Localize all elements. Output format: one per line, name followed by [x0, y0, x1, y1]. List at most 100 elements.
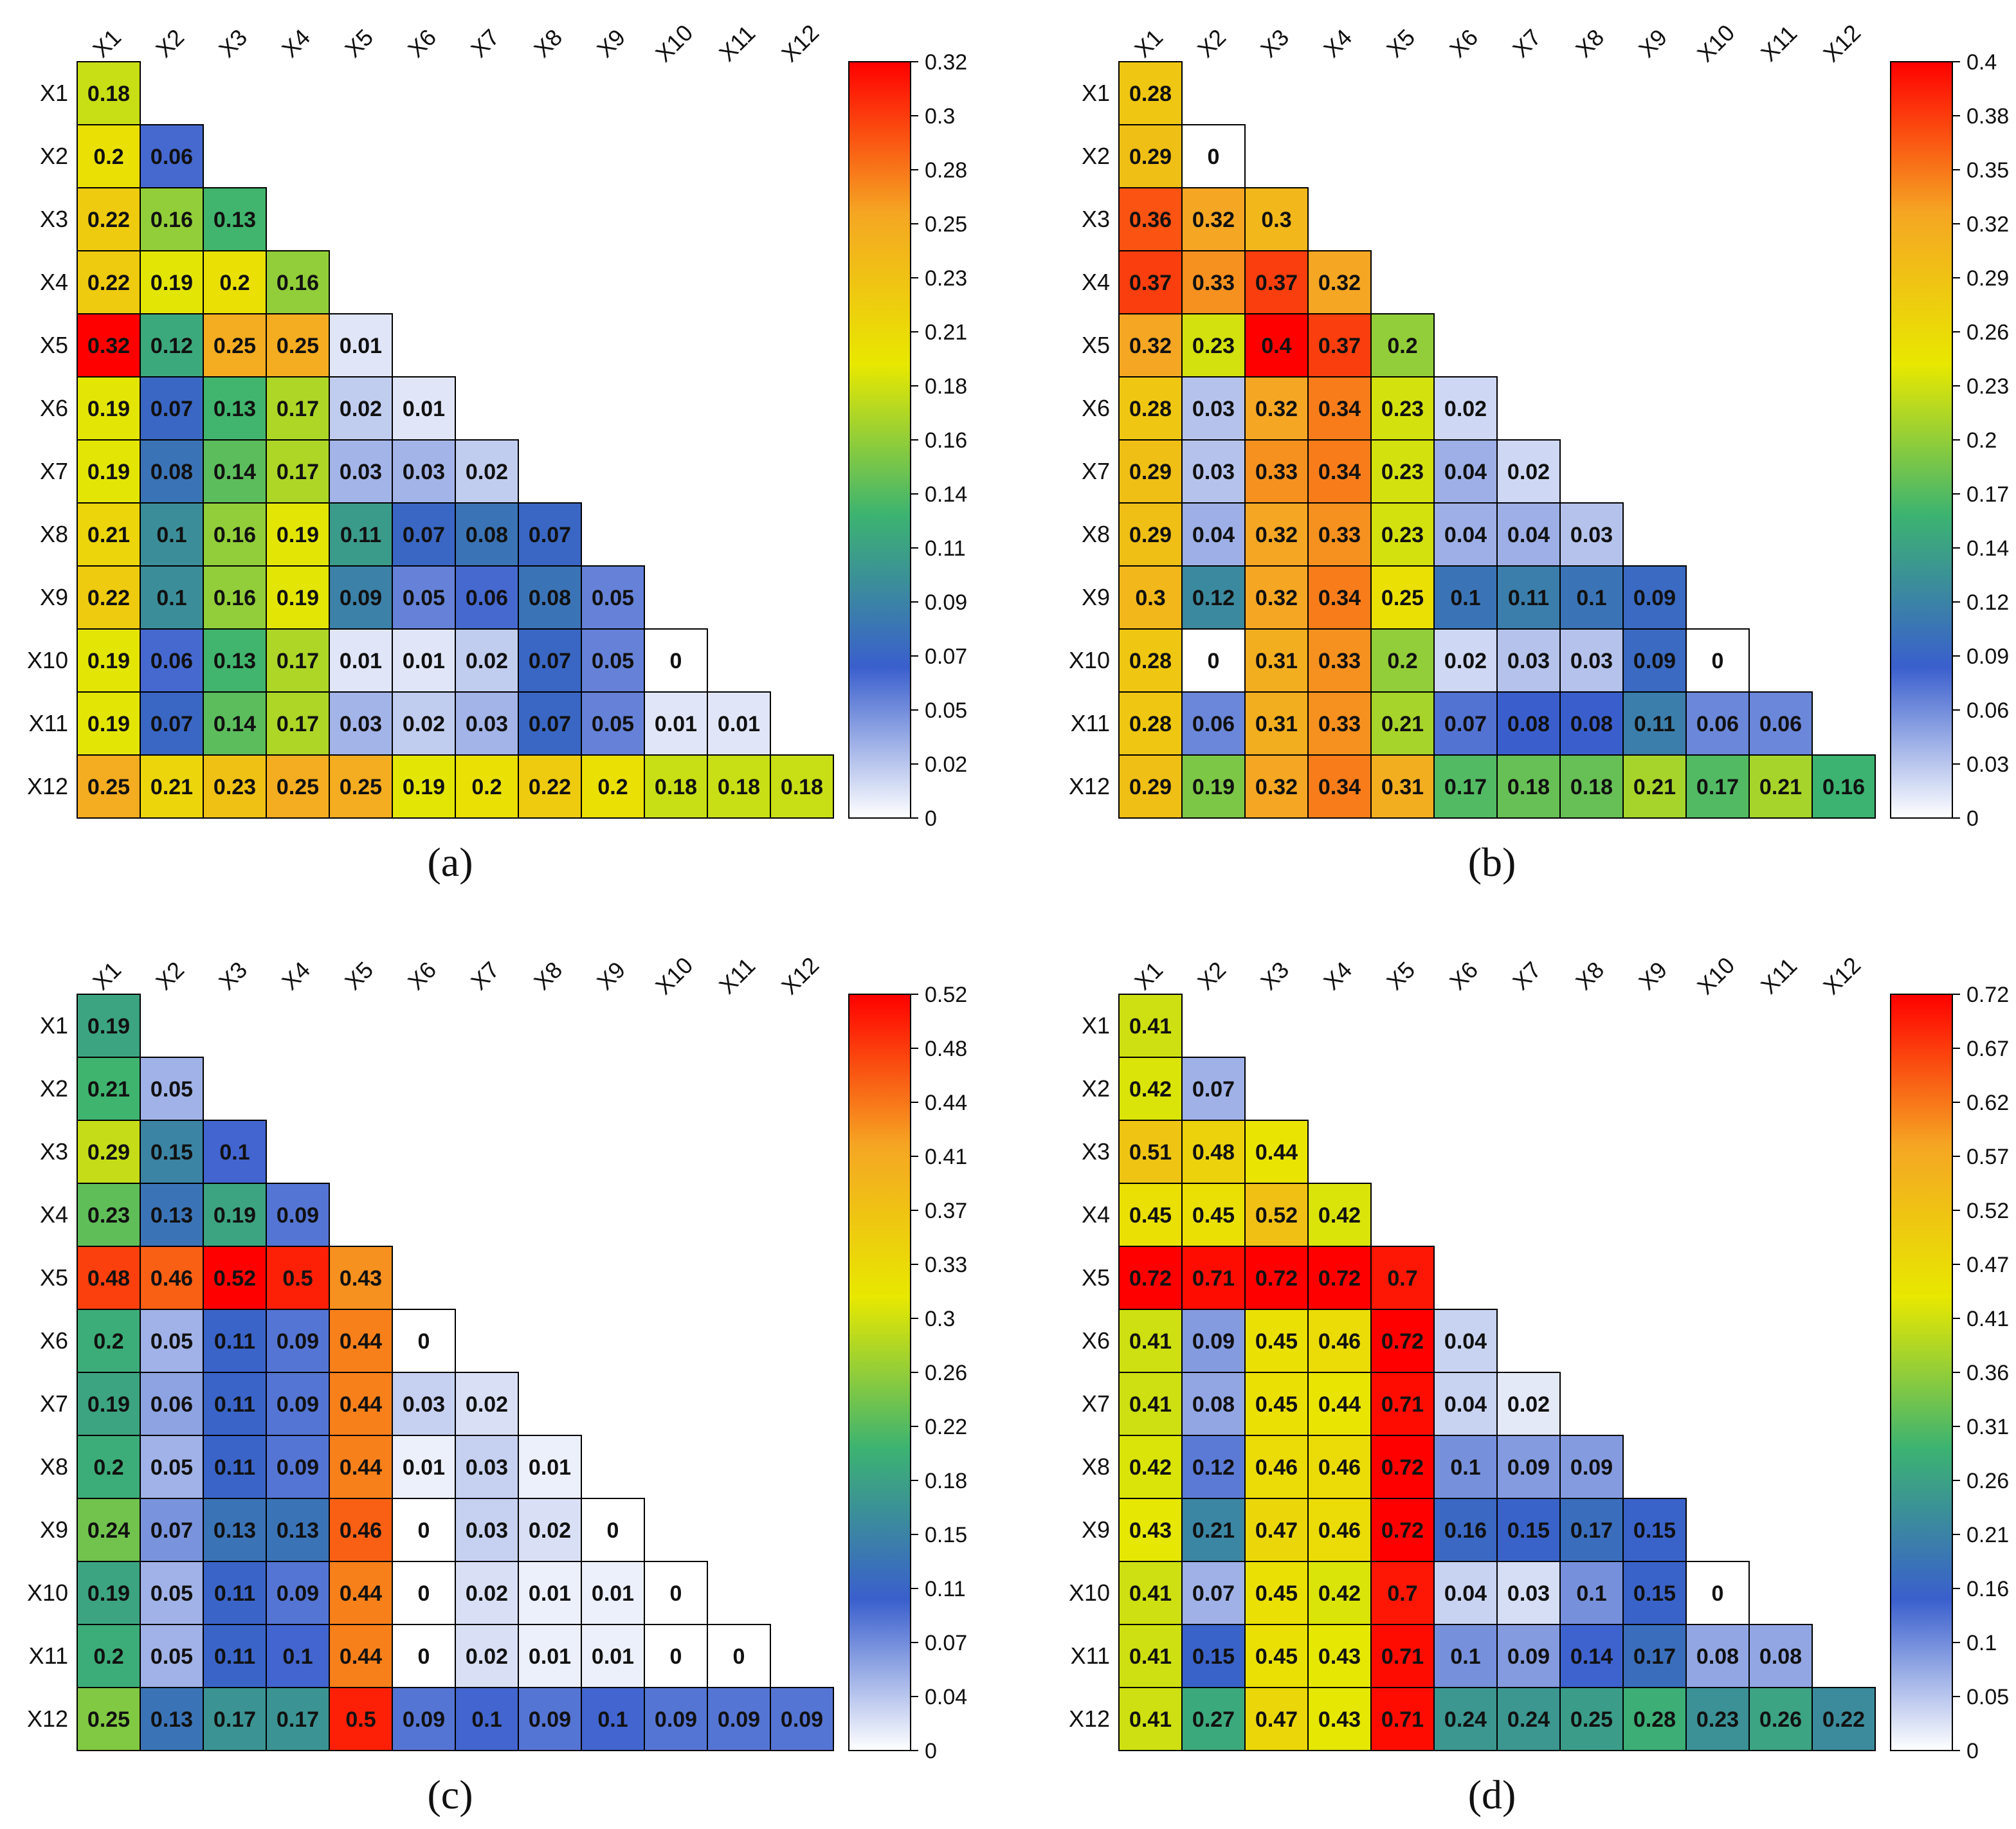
column-label: X2	[1192, 24, 1231, 62]
heatmap-cell	[266, 1498, 330, 1562]
column-label: X10	[650, 952, 698, 999]
panel-label: (b)	[1468, 839, 1516, 885]
cell-value-label: 0.05	[403, 586, 445, 610]
heatmap-cell	[1181, 376, 1246, 441]
colorbar-tick-label: 0.17	[1966, 482, 2009, 507]
panel-label: (d)	[1468, 1772, 1516, 1817]
cell-value-label: 0.72	[1318, 1266, 1361, 1291]
cell-value-label: 0.08	[466, 523, 508, 547]
heatmap-cell	[1370, 1372, 1435, 1436]
heatmap-cell	[266, 313, 330, 378]
cell-value-label: 0.12	[150, 334, 193, 358]
cell-value-label: 0.41	[1129, 1329, 1172, 1354]
heatmap-cell	[77, 1246, 141, 1310]
cell-value-label: 0.17	[1633, 1644, 1676, 1669]
heatmap-cell	[770, 754, 834, 819]
cell-value-label: 0.07	[150, 712, 193, 736]
cell-value-label: 0.32	[1192, 208, 1235, 232]
heatmap-cell	[1118, 250, 1183, 314]
cell-value-label: 0.21	[1633, 775, 1676, 799]
heatmap-cell	[1559, 628, 1624, 693]
row-label: X4	[1082, 1201, 1110, 1228]
cell-value-label: 0.2	[93, 145, 123, 169]
heatmap-cell	[1244, 1372, 1309, 1436]
heatmap-cell	[1118, 994, 1183, 1058]
heatmap-cell	[1559, 565, 1624, 630]
cell-value-label: 0.03	[340, 712, 382, 736]
cell-value-label: 0.1	[471, 1707, 502, 1732]
row-label: X1	[40, 80, 68, 106]
heatmap-cell	[1181, 1624, 1246, 1688]
cell-value-label: 0.02	[529, 1518, 571, 1543]
heatmap-cell	[1433, 376, 1498, 441]
row-label: X3	[40, 1138, 68, 1165]
cell-value-label: 0.29	[1129, 775, 1172, 799]
heatmap-cell	[329, 1561, 393, 1625]
colorbar-tick-label: 0.26	[1966, 1469, 2009, 1493]
heatmap-cell	[203, 565, 267, 630]
column-label: X7	[466, 956, 504, 995]
cell-value-label: 0.08	[1759, 1644, 1802, 1669]
cell-value-label: 0.32	[1255, 586, 1298, 610]
cell-value-label: 0.13	[213, 649, 256, 673]
colorbar-tick-label: 0.02	[925, 752, 967, 777]
row-label: X6	[40, 395, 68, 421]
cell-value-label: 0.02	[466, 1644, 508, 1669]
cell-value-label: 0.05	[150, 1077, 193, 1102]
row-label: X4	[40, 269, 68, 295]
cell-value-label: 0.03	[1192, 460, 1235, 484]
cell-value-label: 0.45	[1192, 1203, 1235, 1228]
heatmap-cell	[1496, 628, 1561, 693]
cell-value-label: 0	[1712, 649, 1724, 673]
column-label: X4	[1318, 956, 1357, 995]
heatmap-cell	[1685, 1561, 1750, 1625]
colorbar-tick-label: 0.11	[925, 1577, 966, 1601]
column-label: X1	[1129, 956, 1168, 995]
heatmap-cell	[581, 1561, 645, 1625]
colorbar-tick-label: 0	[925, 1739, 937, 1763]
heatmap-cell	[392, 628, 456, 693]
cell-value-label: 0.08	[1696, 1644, 1739, 1669]
cell-value-label: 0.03	[466, 712, 508, 736]
heatmap-cell	[1812, 1687, 1876, 1751]
column-label: X12	[776, 952, 824, 999]
colorbar-tick-label: 0.15	[925, 1523, 967, 1547]
heatmap-cell	[1559, 1498, 1624, 1562]
heatmap-cell	[1244, 1435, 1309, 1499]
heatmap-cell	[707, 754, 771, 819]
heatmap-cell	[1748, 1687, 1813, 1751]
heatmap-cell	[644, 628, 708, 693]
heatmap-cell	[1307, 313, 1372, 378]
heatmap-cell	[1118, 1120, 1183, 1184]
heatmap-cell	[1685, 628, 1750, 693]
heatmap-cell	[203, 187, 267, 251]
cell-value-label: 0.01	[403, 649, 445, 673]
cell-value-label: 0.44	[1318, 1392, 1361, 1417]
cell-value-label: 0	[607, 1518, 619, 1543]
column-label: X9	[1633, 956, 1672, 995]
cell-value-label: 0.19	[87, 649, 130, 673]
row-label: X9	[1082, 584, 1110, 610]
heatmap-cell	[1118, 1309, 1183, 1373]
cell-value-label: 0.2	[597, 775, 628, 799]
cell-value-label: 0.15	[1507, 1518, 1550, 1543]
colorbar-tick-label: 0	[1966, 1739, 1979, 1763]
cell-value-label: 0.1	[1576, 586, 1606, 610]
heatmap-cell	[1118, 376, 1183, 441]
cell-value-label: 0.03	[1192, 397, 1235, 421]
heatmap-cell	[392, 1687, 456, 1751]
cell-value-label: 0.18	[87, 82, 130, 106]
colorbar-tick-label: 0.67	[1966, 1037, 2009, 1061]
cell-value-label: 0.11	[214, 1644, 255, 1669]
column-label: X12	[1818, 19, 1866, 67]
cell-value-label: 0.1	[156, 586, 186, 610]
cell-value-label: 0.19	[277, 586, 319, 610]
heatmap-cell	[1244, 628, 1309, 693]
heatmap-cell	[581, 628, 645, 693]
cell-value-label: 0.47	[1255, 1707, 1298, 1732]
heatmap-cell	[1307, 250, 1372, 314]
column-label: X6	[1444, 24, 1483, 62]
heatmap-cell	[77, 628, 141, 693]
heatmap-cell	[455, 1624, 519, 1688]
colorbar-tick-label: 0.32	[925, 50, 967, 75]
